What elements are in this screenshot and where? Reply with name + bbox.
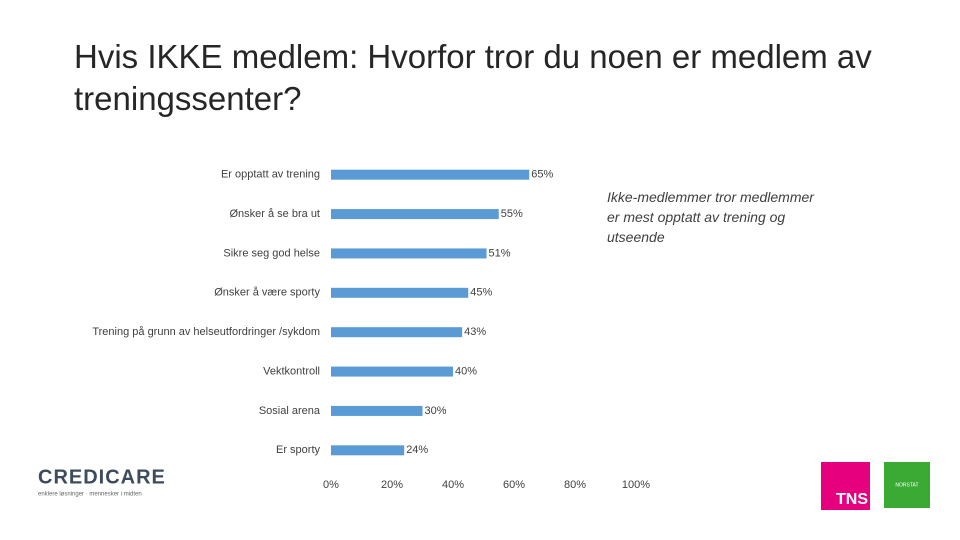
credicare-logo: CREDICARE <box>38 466 166 488</box>
slide-title: Hvis IKKE medlem: Hvorfor tror du noen e… <box>74 38 872 117</box>
bar <box>331 327 463 338</box>
tns-logo-box <box>821 462 870 510</box>
value-label: 51% <box>489 247 511 259</box>
x-tick-label: 0% <box>323 479 339 491</box>
y-tick-label: Vektkontroll <box>263 365 320 377</box>
y-tick-label: Ønsker å være sporty <box>214 287 320 299</box>
credicare-tagline: enklere løsninger · mennesker i midten <box>38 492 142 498</box>
x-tick-label: 80% <box>564 479 586 491</box>
x-tick-label: 40% <box>442 479 464 491</box>
bar <box>331 169 530 180</box>
bar <box>331 366 453 377</box>
y-tick-label: Sosial arena <box>259 405 321 417</box>
bar <box>331 287 469 298</box>
tns-logo: TNS <box>836 491 868 508</box>
y-tick-label: Er opptatt av trening <box>221 169 320 181</box>
bar <box>331 248 487 259</box>
x-tick-label: 20% <box>381 479 403 491</box>
norstat-logo-box <box>884 462 930 508</box>
value-label: 65% <box>531 169 553 181</box>
y-tick-label: Trening på grunn av helseutfordringer /s… <box>92 326 320 338</box>
bar <box>331 445 405 456</box>
y-tick-label: Sikre seg god helse <box>223 247 320 259</box>
x-tick-label: 60% <box>503 479 525 491</box>
y-tick-label: Ønsker å se bra ut <box>230 208 321 220</box>
value-label: 40% <box>455 365 477 377</box>
norstat-logo: NORSTAT <box>895 482 918 488</box>
value-label: 43% <box>464 326 486 338</box>
value-label: 55% <box>501 208 523 220</box>
bar <box>331 405 423 416</box>
annotation: Ikke-medlemmer tror medlemmer er mest op… <box>607 189 814 245</box>
value-label: 45% <box>470 287 492 299</box>
x-tick-label: 100% <box>622 479 650 491</box>
value-label: 24% <box>406 444 428 456</box>
value-label: 30% <box>425 405 447 417</box>
y-tick-label: Er sporty <box>276 444 321 456</box>
bar <box>331 209 499 220</box>
